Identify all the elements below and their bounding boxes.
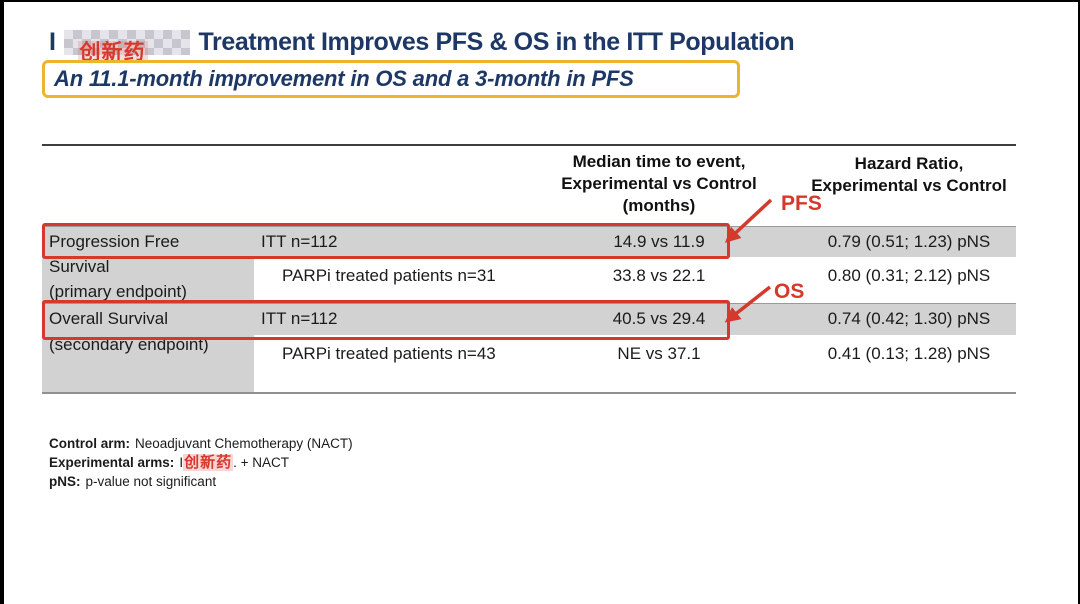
title-text: Treatment Improves PFS & OS in the ITT P… <box>198 28 795 56</box>
table-row: ITT n=112 40.5 vs 29.4 0.74 (0.42; 1.30)… <box>42 303 1016 335</box>
row-shading-os-itt <box>42 303 1016 335</box>
highlight-box-os-row <box>42 300 730 340</box>
results-table: Median time to event, Experimental vs Co… <box>42 144 1016 394</box>
footnote-control-arm: Control arm: Neoadjuvant Chemotherapy (NA… <box>49 434 353 453</box>
footnote-text: p-value not significant <box>85 474 217 489</box>
column-header-median-line1: Median time to event, <box>572 152 746 171</box>
os-annotation-label: OS <box>774 280 805 303</box>
footnote-text: . + NACT <box>233 455 289 470</box>
slide-title: I 创新药 Treatment Improves PFS & OS in the… <box>49 28 795 66</box>
footnotes: Control arm: Neoadjuvant Chemotherapy (NA… <box>49 434 353 491</box>
footnote-label: Control arm: <box>49 436 130 451</box>
footnote-experimental-arms: Experimental arms: I创新药. + NACT <box>49 453 353 472</box>
table-bottom-rule <box>42 392 1016 394</box>
highlight-box-pfs-row <box>42 223 730 259</box>
population-cell: ITT n=112 <box>261 231 338 251</box>
median-cell: 33.8 vs 22.1 <box>612 266 706 285</box>
hazard-ratio-cell: 0.41 (0.13; 1.28) pNS <box>827 344 991 363</box>
hazard-ratio-cell: 0.74 (0.42; 1.30) pNS <box>827 309 991 328</box>
population-cell: ITT n=112 <box>261 309 338 328</box>
column-header-hr-line2: Experimental vs Control <box>811 176 1007 195</box>
hazard-ratio-cell: 0.80 (0.31; 2.12) pNS <box>827 266 991 285</box>
footnote-label: Experimental arms: <box>49 455 175 470</box>
endpoint-group-os-name: Overall Survival <box>49 309 169 328</box>
slide: I 创新药 Treatment Improves PFS & OS in the… <box>4 2 1078 604</box>
table-top-rule <box>42 144 1016 146</box>
footnote-redaction-overlay-text: 创新药 <box>183 454 234 471</box>
subtitle-highlight-box: An 11.1-month improvement in OS and a 3-… <box>42 60 740 98</box>
footnote-text: Neoadjuvant Chemotherapy (NACT) <box>135 436 353 451</box>
endpoint-group-pfs-name: Progression Free Survival <box>49 232 180 276</box>
pfs-annotation-label: PFS <box>781 192 822 215</box>
pixelated-redaction-block: 创新药 <box>63 30 190 66</box>
subtitle-text: An 11.1-month improvement in OS and a 3-… <box>54 66 634 91</box>
population-cell: PARPi treated patients n=43 <box>282 344 496 363</box>
median-cell: 40.5 vs 29.4 <box>612 309 706 328</box>
footnote-label: pNS: <box>49 474 81 489</box>
endpoint-group-pfs: Progression Free Survival (primary endpo… <box>49 229 229 304</box>
endpoint-group-pfs-note: (primary endpoint) <box>49 282 187 301</box>
table-row: PARPi treated patients n=43 NE vs 37.1 0… <box>42 335 1016 373</box>
column-header-median-line3: (months) <box>622 196 696 215</box>
row-shading-pfs-itt <box>42 226 1016 257</box>
column-header-hazard-ratio: Hazard Ratio, Experimental vs Control <box>802 153 1016 197</box>
table-row: PARPi treated patients n=31 33.8 vs 22.1… <box>42 257 1016 295</box>
median-cell: NE vs 37.1 <box>617 344 701 363</box>
median-cell: 14.9 vs 11.9 <box>613 231 705 251</box>
column-header-median-line2: Experimental vs Control <box>561 174 757 193</box>
title-drug-initial: I <box>49 28 56 56</box>
hazard-ratio-cell: 0.79 (0.51; 1.23) pNS <box>827 231 991 251</box>
footnote-pns: pNS: p-value not significant <box>49 472 353 491</box>
column-header-median: Median time to event, Experimental vs Co… <box>544 151 774 217</box>
footnote-drug-initial: I <box>179 455 184 470</box>
table-row: ITT n=112 14.9 vs 11.9 0.79 (0.51; 1.23)… <box>42 226 1016 257</box>
column-header-hr-line1: Hazard Ratio, <box>854 154 964 173</box>
population-cell: PARPi treated patients n=31 <box>282 266 496 285</box>
